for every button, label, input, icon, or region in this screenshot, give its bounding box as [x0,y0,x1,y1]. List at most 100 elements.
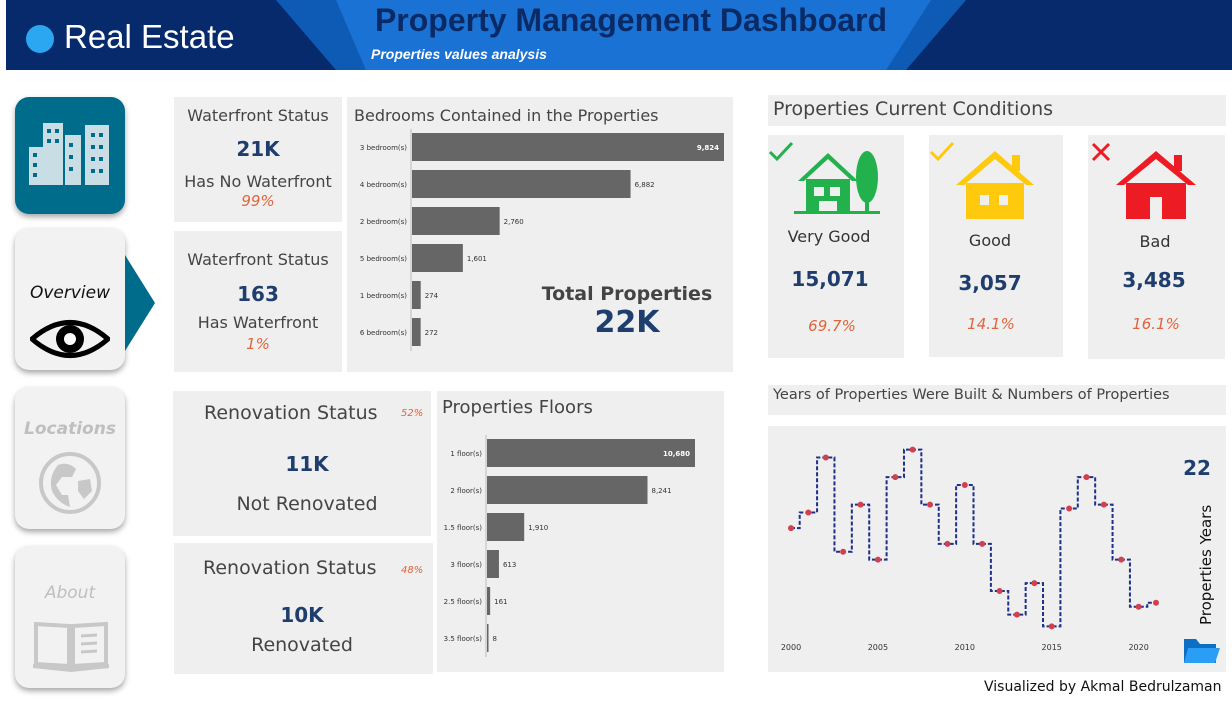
years-chart: 2000 2005 2010 2015 2020 [781,446,1159,652]
nav-locations[interactable]: Locations [15,387,125,529]
bar[interactable] [412,318,421,346]
nav-about[interactable]: About [15,546,125,688]
very-good-label: Very Good [787,227,871,246]
waterfront-no-card: Waterfront Status 21K Has No Waterfront … [174,97,342,222]
bar[interactable] [487,513,525,541]
x-tick-label: 2005 [868,643,888,652]
data-point[interactable] [1153,599,1159,606]
category-label: 2.5 floor(s) [444,598,483,606]
data-point[interactable] [874,556,881,563]
data-label: 8 [493,635,497,643]
nav-overview[interactable]: Overview [15,228,125,370]
bar[interactable] [412,281,421,309]
category-label: 2 floor(s) [450,487,482,495]
data-label: 1,910 [528,524,548,532]
data-point[interactable] [1118,556,1125,563]
renovation-no-value: 11K [285,452,329,476]
renovation-yes-label: Renovated [251,634,353,656]
buildings-icon [29,123,109,185]
conditions-title: Properties Current Conditions [773,98,1054,120]
data-point[interactable] [944,540,951,547]
renovation-no-pct: 52% [401,408,424,419]
data-label: 1,601 [467,255,487,263]
renovation-yes-card: Renovation Status 48% 10K Renovated [174,543,433,674]
data-point[interactable] [979,540,986,547]
house-icon [956,151,1034,219]
condition-card-bad: Bad 3,485 16.1% [1088,135,1225,359]
data-point[interactable] [1048,623,1055,630]
bad-pct: 16.1% [1132,315,1180,333]
total-properties-value: 22K [594,305,660,340]
condition-card-good: Good 3,057 14.1% [929,135,1063,357]
category-label: 1.5 floor(s) [444,524,483,532]
data-label: 272 [425,329,438,337]
data-point[interactable] [840,548,847,555]
data-point[interactable] [788,525,794,532]
x-tick-label: 2010 [955,643,975,652]
brand-title: Real Estate [64,18,235,55]
globe-icon [39,452,101,514]
bad-value: 3,485 [1122,268,1186,292]
data-point[interactable] [892,474,899,481]
logo-tile[interactable] [15,97,125,214]
data-label: 6,882 [635,181,655,189]
data-label: 161 [494,598,507,606]
category-label: 5 bedroom(s) [360,255,407,263]
house-tree-icon [794,151,880,214]
data-label: 2,760 [504,218,524,226]
footer-credit: Visualized by Akmal Bedrulzaman [984,679,1222,695]
years-count-label: Properties Years [1197,504,1215,625]
waterfront-yes-pct: 1% [246,335,270,353]
data-point[interactable] [1013,611,1020,618]
data-point[interactable] [857,501,864,508]
bar[interactable] [412,133,724,161]
data-point[interactable] [1066,505,1073,512]
page-subtitle: Properties values analysis [371,46,547,62]
brand-dot-icon [26,25,54,53]
bar[interactable] [487,624,489,652]
x-tick-label: 2000 [781,643,801,652]
years-title-bar: Years of Properties Were Built & Numbers… [768,385,1226,415]
bar[interactable] [487,439,695,467]
data-point[interactable] [805,509,812,516]
renovation-no-card: Renovation Status 52% 11K Not Renovated [173,391,431,536]
data-point[interactable] [909,446,916,453]
data-point[interactable] [1100,501,1107,508]
category-label: 6 bedroom(s) [360,329,407,337]
floors-panel: Properties Floors 1 floor(s) 10,680 2 floo… [437,391,724,672]
bar[interactable] [487,550,499,578]
bar[interactable] [412,244,463,272]
years-panel: 2000 2005 2010 2015 2020 22 Properties Years [768,426,1226,672]
nav-about-label: About [44,583,96,603]
data-point[interactable] [996,588,1003,595]
bar[interactable] [412,207,500,235]
category-label: 1 floor(s) [450,450,482,458]
condition-card-very-good: Very Good 15,071 69.7% [768,135,904,358]
waterfront-no-label: Has No Waterfront [184,172,332,191]
category-label: 1 bedroom(s) [360,292,407,300]
x-tick-label: 2020 [1128,643,1148,652]
category-label: 2 bedroom(s) [360,218,407,226]
waterfront-no-value: 21K [236,137,280,161]
data-point[interactable] [961,481,968,488]
data-point[interactable] [927,501,934,508]
page-title: Property Management Dashboard [374,2,888,38]
waterfront-yes-title: Waterfront Status [187,250,329,269]
bar[interactable] [487,476,648,504]
bar[interactable] [487,587,491,615]
years-count: 22 [1183,456,1211,480]
nav-overview-label: Overview [29,283,111,303]
waterfront-yes-label: Has Waterfront [197,313,319,332]
bedrooms-panel: Bedrooms Contained in the Properties 3 b… [347,97,733,372]
renovation-yes-pct: 48% [401,565,424,576]
nav-locations-label: Locations [24,419,116,439]
data-point[interactable] [1083,474,1090,481]
data-point[interactable] [1031,580,1038,587]
data-point[interactable] [1135,603,1142,610]
bar[interactable] [412,170,631,198]
waterfront-no-title: Waterfront Status [187,106,329,125]
data-point[interactable] [822,454,829,461]
conditions-title-bar: Properties Current Conditions [768,95,1226,126]
folder-icon[interactable] [1182,635,1220,665]
data-label: 10,680 [663,450,690,458]
